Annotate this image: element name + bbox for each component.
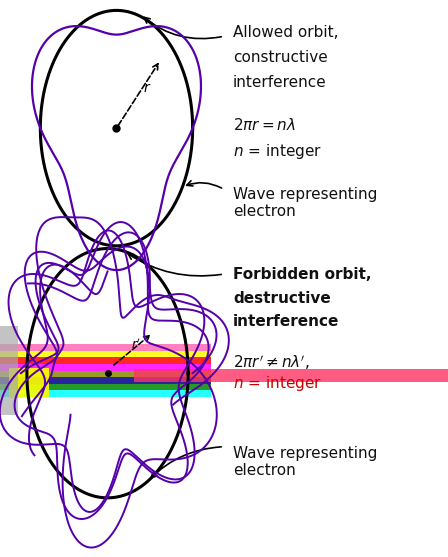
Text: $n$ = integer: $n$ = integer <box>233 374 322 393</box>
Text: Wave representing
electron: Wave representing electron <box>233 446 377 478</box>
Text: Allowed orbit,: Allowed orbit, <box>233 25 338 40</box>
Text: $2\pi r' \neq n\lambda'$,: $2\pi r' \neq n\lambda'$, <box>233 354 310 372</box>
FancyBboxPatch shape <box>0 351 211 358</box>
FancyBboxPatch shape <box>0 384 211 390</box>
Text: $n$ = integer: $n$ = integer <box>233 142 322 161</box>
FancyBboxPatch shape <box>0 364 211 370</box>
Text: constructive: constructive <box>233 50 327 65</box>
FancyBboxPatch shape <box>9 368 49 398</box>
Text: Wave representing
electron: Wave representing electron <box>233 187 377 219</box>
FancyBboxPatch shape <box>0 344 211 351</box>
FancyBboxPatch shape <box>0 390 211 397</box>
Text: interference: interference <box>233 314 339 329</box>
Text: $r'$: $r'$ <box>131 338 141 352</box>
FancyBboxPatch shape <box>0 377 211 384</box>
Text: destructive: destructive <box>233 291 331 306</box>
FancyBboxPatch shape <box>134 369 448 382</box>
Text: interference: interference <box>233 75 327 90</box>
Text: $r$: $r$ <box>142 81 151 95</box>
Text: $2\pi r = n\lambda$: $2\pi r = n\lambda$ <box>233 117 296 133</box>
FancyBboxPatch shape <box>0 370 211 377</box>
FancyBboxPatch shape <box>0 358 211 364</box>
FancyBboxPatch shape <box>0 326 18 415</box>
Text: Forbidden orbit,: Forbidden orbit, <box>233 267 371 282</box>
